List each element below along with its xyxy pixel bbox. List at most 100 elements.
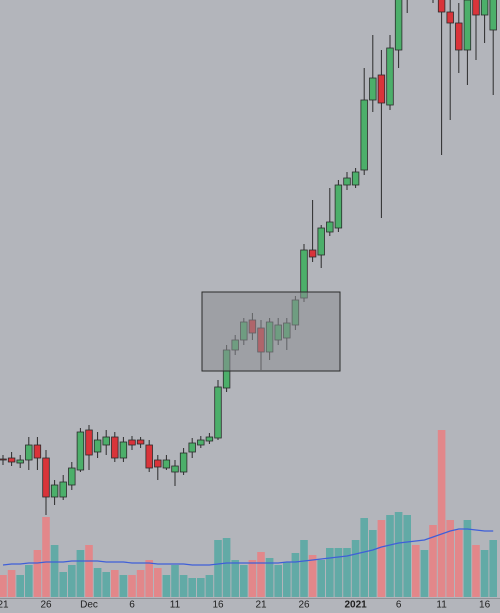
- volume-bar: [403, 515, 411, 597]
- candle-body: [50, 484, 59, 498]
- candle-body: [334, 184, 343, 229]
- volume-bar: [0, 575, 7, 597]
- volume-bar: [377, 520, 386, 597]
- candle-body: [119, 441, 128, 459]
- x-tick-label: 11: [170, 600, 181, 611]
- candle-body: [214, 386, 222, 439]
- volume-bar: [179, 575, 188, 597]
- volume-bar: [119, 575, 128, 597]
- volume-bar: [420, 550, 429, 597]
- volume-bar: [214, 540, 222, 597]
- volume-bar: [317, 560, 325, 597]
- candle-body: [343, 177, 351, 186]
- candle-body: [326, 221, 334, 233]
- volume-bar: [343, 548, 351, 597]
- volume-bar: [472, 545, 480, 597]
- candle-body: [162, 459, 171, 469]
- candle-body: [437, 0, 446, 13]
- volume-bar: [265, 558, 274, 597]
- x-tick-label: 6: [396, 600, 402, 611]
- volume-bar: [489, 540, 497, 597]
- volume-bar: [59, 572, 67, 597]
- candle-body: [369, 77, 377, 101]
- volume-bar: [145, 560, 153, 597]
- candle-body: [16, 459, 24, 464]
- volume-bar: [248, 560, 257, 597]
- volume-bar: [188, 578, 196, 597]
- x-axis: 21 26 Dec 6 11 16 21 26 2021 6 11 16: [0, 600, 491, 611]
- volume-bar: [42, 517, 50, 597]
- volume-bar: [412, 545, 420, 597]
- volume-bar: [205, 575, 214, 597]
- volume-bar: [136, 570, 145, 597]
- candle-body: [42, 457, 50, 498]
- x-tick-label: 11: [436, 600, 447, 611]
- x-tick-label: Dec: [80, 600, 98, 611]
- ma-layer: [2, 528, 494, 566]
- x-tick-label: 16: [479, 600, 491, 611]
- volume-bar: [111, 570, 119, 597]
- volume-bar: [162, 575, 171, 597]
- volume-bar: [222, 538, 231, 597]
- volume-bar: [68, 565, 76, 597]
- volume-bar: [274, 565, 282, 597]
- volume-bar: [386, 515, 394, 597]
- volume-bar: [455, 530, 463, 597]
- candle-body: [102, 436, 110, 446]
- candle-body: [111, 436, 119, 459]
- volume-layer: [0, 430, 497, 597]
- volume-bar: [480, 550, 489, 597]
- candle-body: [128, 439, 136, 446]
- volume-bar: [369, 530, 377, 597]
- volume-bar: [360, 518, 368, 597]
- candle-body: [7, 457, 16, 463]
- candle-body: [85, 429, 93, 456]
- candle-body: [197, 439, 205, 446]
- volume-bar: [326, 548, 334, 597]
- x-tick-label: 26: [298, 600, 310, 611]
- candle-body: [455, 22, 463, 51]
- candle-body: [205, 436, 214, 442]
- candle-body: [136, 439, 145, 445]
- volume-bar: [231, 560, 239, 597]
- volume-bar: [351, 540, 360, 597]
- candle-body: [33, 444, 42, 459]
- candle-body: [179, 452, 188, 473]
- volume-bar: [429, 525, 437, 597]
- candle-body: [25, 444, 33, 461]
- volume-bar: [171, 565, 179, 597]
- volume-bar: [50, 545, 59, 597]
- volume-bar: [93, 568, 102, 597]
- candle-body: [463, 0, 472, 51]
- volume-bar: [446, 520, 454, 597]
- volume-bar: [240, 565, 248, 597]
- highlight-box: [201, 291, 341, 372]
- candle-body: [480, 0, 489, 16]
- x-tick-label: 6: [129, 600, 135, 611]
- x-tick-label: 21: [255, 600, 267, 611]
- candle-body: [308, 249, 317, 258]
- volume-bar: [76, 550, 85, 597]
- x-tick-label: 21: [0, 600, 9, 611]
- candle-body: [76, 431, 85, 471]
- volume-bar: [437, 430, 446, 597]
- volume-bar: [16, 575, 24, 597]
- volume-bar: [25, 565, 33, 597]
- candle-body: [446, 11, 454, 24]
- candle-body: [0, 458, 7, 461]
- volume-bar: [308, 555, 317, 597]
- volume-bar: [154, 568, 162, 597]
- candle-body: [145, 444, 153, 469]
- candle-body: [489, 0, 497, 31]
- volume-bar: [197, 578, 205, 597]
- candle-body: [386, 47, 394, 106]
- candle-body: [472, 0, 480, 16]
- volume-bar: [257, 552, 265, 597]
- volume-bar: [463, 520, 472, 597]
- x-tick-label: 2021: [344, 600, 367, 611]
- candle-body: [377, 74, 386, 104]
- candle-body: [59, 481, 67, 498]
- volume-bar: [334, 548, 343, 597]
